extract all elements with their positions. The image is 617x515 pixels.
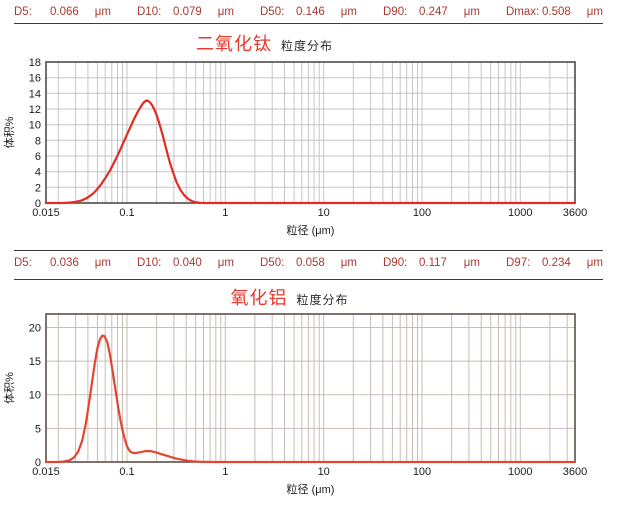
svg-text:3600: 3600 — [563, 466, 587, 478]
svg-text:粒径 (μm): 粒径 (μm) — [287, 482, 335, 496]
title-suffix: 粒度分布 — [296, 293, 349, 307]
svg-text:14: 14 — [29, 88, 41, 100]
stat-dmax: Dmax: 0.508 μm — [506, 6, 603, 18]
stat-value: 0.058 — [296, 257, 325, 269]
svg-text:0.1: 0.1 — [119, 466, 134, 478]
svg-text:4: 4 — [35, 167, 41, 179]
material-name: 二氧化钛 — [195, 34, 272, 54]
stats-row-tio2: D5: 0.066 μm D10: 0.079 μm D50: 0.146 μm… — [0, 0, 617, 23]
chart-title-tio2: 二氧化钛 粒度分布 — [0, 30, 573, 56]
svg-text:0: 0 — [35, 198, 41, 210]
divider — [14, 279, 603, 280]
svg-text:体积%: 体积% — [2, 116, 16, 148]
stat-value: 0.146 — [296, 6, 325, 18]
svg-text:1000: 1000 — [508, 466, 532, 478]
stat-d10: D10: 0.079 μm — [137, 6, 260, 18]
stat-d5: D5: 0.066 μm — [14, 6, 137, 18]
stat-label: D90: — [383, 257, 408, 269]
svg-text:3600: 3600 — [563, 207, 587, 219]
stat-label: D97: — [506, 257, 531, 269]
svg-text:8: 8 — [35, 135, 41, 147]
stat-value: 0.234 — [542, 257, 571, 269]
stat-label: D90: — [383, 6, 408, 18]
stat-value: 0.079 — [173, 6, 202, 18]
svg-text:0: 0 — [35, 457, 41, 469]
stat-unit: μm — [217, 257, 234, 269]
stat-value: 0.040 — [173, 257, 202, 269]
al2o3-distribution-chart: 0 5 10 15 20 0.015 0.1 1 10 100 1000 3600 粒径 (μm) 体积% — [2, 313, 587, 496]
stat-label: D50: — [260, 257, 285, 269]
stats-row-al2o3: D5: 0.036 μm D10: 0.040 μm D50: 0.058 μm… — [0, 251, 617, 274]
svg-text:16: 16 — [29, 73, 41, 85]
divider — [14, 250, 603, 251]
stat-value: 0.117 — [419, 257, 447, 269]
svg-text:1: 1 — [222, 466, 228, 478]
stat-unit: μm — [340, 6, 357, 18]
stat-unit: μm — [586, 6, 603, 18]
svg-text:15: 15 — [29, 356, 41, 368]
stat-d50: D50: 0.058 μm — [260, 257, 383, 269]
svg-text:0.1: 0.1 — [119, 207, 134, 219]
stat-value: 0.508 — [542, 6, 571, 18]
stat-d5: D5: 0.036 μm — [14, 257, 137, 269]
stat-label: D50: — [260, 6, 285, 18]
stat-d50: D50: 0.146 μm — [260, 6, 383, 18]
stat-label: Dmax: — [506, 6, 540, 18]
stat-value: 0.036 — [50, 257, 79, 269]
stat-label: D5: — [14, 257, 32, 269]
stat-unit: μm — [340, 257, 357, 269]
stat-unit: μm — [217, 6, 234, 18]
svg-text:1: 1 — [222, 207, 228, 219]
svg-text:体积%: 体积% — [2, 372, 16, 404]
svg-text:100: 100 — [413, 207, 431, 219]
divider — [14, 23, 603, 24]
stat-d10: D10: 0.040 μm — [137, 257, 260, 269]
svg-text:0.015: 0.015 — [32, 207, 60, 219]
title-suffix: 粒度分布 — [280, 39, 333, 53]
svg-text:10: 10 — [29, 120, 41, 132]
stat-label: D10: — [137, 257, 162, 269]
svg-text:5: 5 — [35, 423, 41, 435]
stat-d90: D90: 0.247 μm — [383, 6, 506, 18]
stat-value: 0.247 — [419, 6, 448, 18]
chart-title-al2o3: 氧化铝 粒度分布 — [0, 284, 598, 308]
stat-unit: μm — [94, 257, 111, 269]
stat-unit: μm — [94, 6, 111, 18]
tio2-distribution-chart: 0 2 4 6 8 10 12 14 16 18 0.015 0.1 1 10 100 1000 3600 粒径 … — [2, 57, 587, 237]
material-name: 氧化铝 — [230, 288, 288, 308]
svg-text:10: 10 — [318, 207, 330, 219]
svg-text:1000: 1000 — [508, 207, 532, 219]
stat-unit: μm — [463, 6, 480, 18]
stat-label: D10: — [137, 6, 162, 18]
svg-text:12: 12 — [29, 104, 41, 116]
svg-text:10: 10 — [29, 390, 41, 402]
stat-value: 0.066 — [50, 6, 79, 18]
svg-text:0.015: 0.015 — [32, 466, 60, 478]
stat-d97: D97: 0.234 μm — [506, 257, 603, 269]
stat-unit: μm — [463, 257, 480, 269]
stat-d90: D90: 0.117 μm — [383, 257, 506, 269]
svg-text:6: 6 — [35, 151, 41, 163]
svg-text:18: 18 — [29, 57, 41, 69]
stat-label: D5: — [14, 6, 32, 18]
svg-text:20: 20 — [29, 323, 41, 335]
svg-text:10: 10 — [318, 466, 330, 478]
stat-unit: μm — [586, 257, 603, 269]
svg-text:2: 2 — [35, 182, 41, 194]
svg-text:100: 100 — [413, 466, 431, 478]
svg-text:粒径 (μm): 粒径 (μm) — [287, 223, 335, 237]
